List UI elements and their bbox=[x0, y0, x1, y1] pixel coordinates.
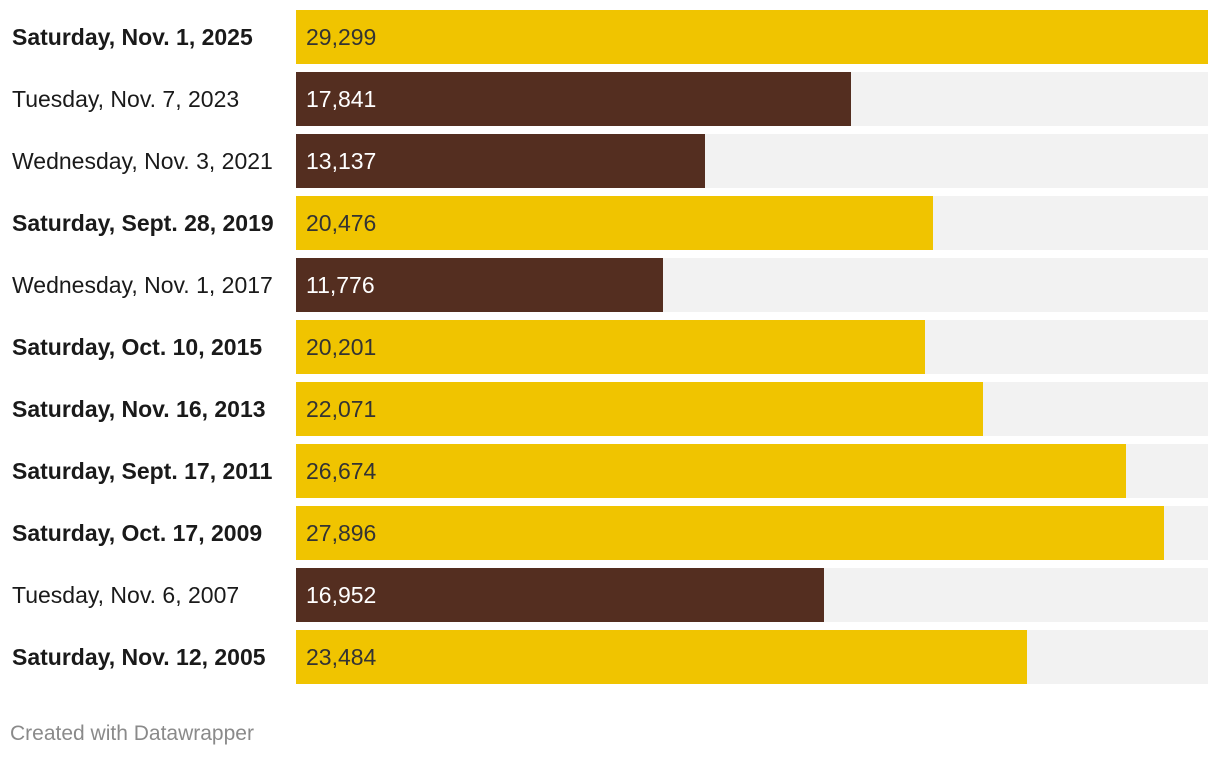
bar-row: Saturday, Oct. 17, 2009 27,896 bbox=[0, 506, 1220, 560]
bar-value-label: 11,776 bbox=[306, 272, 375, 298]
bar-chart: Saturday, Nov. 1, 2025 29,299 Tuesday, Nov… bbox=[0, 10, 1220, 684]
bar-track: 22,071 bbox=[296, 382, 1208, 436]
category-label: Wednesday, Nov. 1, 2017 bbox=[12, 272, 273, 298]
bar-row: Tuesday, Nov. 7, 2023 17,841 bbox=[0, 72, 1220, 126]
bar-track: 29,299 bbox=[296, 10, 1208, 64]
bar-value-label: 20,201 bbox=[306, 334, 377, 360]
bar-track: 17,841 bbox=[296, 72, 1208, 126]
bar[interactable]: 27,896 bbox=[296, 506, 1164, 560]
bar-track: 27,896 bbox=[296, 506, 1208, 560]
bar[interactable]: 23,484 bbox=[296, 630, 1027, 684]
bar[interactable]: 22,071 bbox=[296, 382, 983, 436]
bar-row: Wednesday, Nov. 3, 2021 13,137 bbox=[0, 134, 1220, 188]
bar[interactable]: 17,841 bbox=[296, 72, 851, 126]
bar-value-label: 26,674 bbox=[306, 458, 377, 484]
bar-value-label: 29,299 bbox=[306, 24, 377, 50]
category-label: Wednesday, Nov. 3, 2021 bbox=[12, 148, 273, 174]
bar[interactable]: 26,674 bbox=[296, 444, 1126, 498]
bar-value-label: 17,841 bbox=[306, 86, 377, 112]
bar-row: Saturday, Nov. 12, 2005 23,484 bbox=[0, 630, 1220, 684]
category-label: Saturday, Oct. 10, 2015 bbox=[12, 334, 263, 360]
bar-track: 26,674 bbox=[296, 444, 1208, 498]
bar-row: Tuesday, Nov. 6, 2007 16,952 bbox=[0, 568, 1220, 622]
bar-row: Saturday, Oct. 10, 2015 20,201 bbox=[0, 320, 1220, 374]
bar-row: Saturday, Sept. 17, 2011 26,674 bbox=[0, 444, 1220, 498]
bar[interactable]: 16,952 bbox=[296, 568, 824, 622]
category-label: Saturday, Oct. 17, 2009 bbox=[12, 520, 263, 546]
bar[interactable]: 20,476 bbox=[296, 196, 933, 250]
bar-value-label: 13,137 bbox=[306, 148, 377, 174]
bar-value-label: 20,476 bbox=[306, 210, 377, 236]
bar-value-label: 27,896 bbox=[306, 520, 377, 546]
bar[interactable]: 29,299 bbox=[296, 10, 1208, 64]
bar-track: 11,776 bbox=[296, 258, 1208, 312]
category-label: Saturday, Nov. 16, 2013 bbox=[12, 396, 266, 422]
bar-value-label: 16,952 bbox=[306, 582, 377, 608]
category-label: Saturday, Nov. 12, 2005 bbox=[12, 644, 266, 670]
category-label: Saturday, Nov. 1, 2025 bbox=[12, 24, 253, 50]
bar[interactable]: 20,201 bbox=[296, 320, 925, 374]
bar-track: 16,952 bbox=[296, 568, 1208, 622]
bar-row: Saturday, Nov. 1, 2025 29,299 bbox=[0, 10, 1220, 64]
bar-track: 20,201 bbox=[296, 320, 1208, 374]
bar[interactable]: 11,776 bbox=[296, 258, 663, 312]
bar-row: Saturday, Sept. 28, 2019 20,476 bbox=[0, 196, 1220, 250]
bar-track: 23,484 bbox=[296, 630, 1208, 684]
bar-row: Saturday, Nov. 16, 2013 22,071 bbox=[0, 382, 1220, 436]
bar[interactable]: 13,137 bbox=[296, 134, 705, 188]
bar-track: 20,476 bbox=[296, 196, 1208, 250]
bar-track: 13,137 bbox=[296, 134, 1208, 188]
category-label: Saturday, Sept. 28, 2019 bbox=[12, 210, 274, 236]
bar-value-label: 23,484 bbox=[306, 644, 377, 670]
bar-row: Wednesday, Nov. 1, 2017 11,776 bbox=[0, 258, 1220, 312]
category-label: Saturday, Sept. 17, 2011 bbox=[12, 458, 273, 484]
category-label: Tuesday, Nov. 7, 2023 bbox=[12, 86, 240, 112]
bar-value-label: 22,071 bbox=[306, 396, 377, 422]
datawrapper-credit[interactable]: Created with Datawrapper bbox=[10, 722, 254, 745]
category-label: Tuesday, Nov. 6, 2007 bbox=[12, 582, 240, 608]
